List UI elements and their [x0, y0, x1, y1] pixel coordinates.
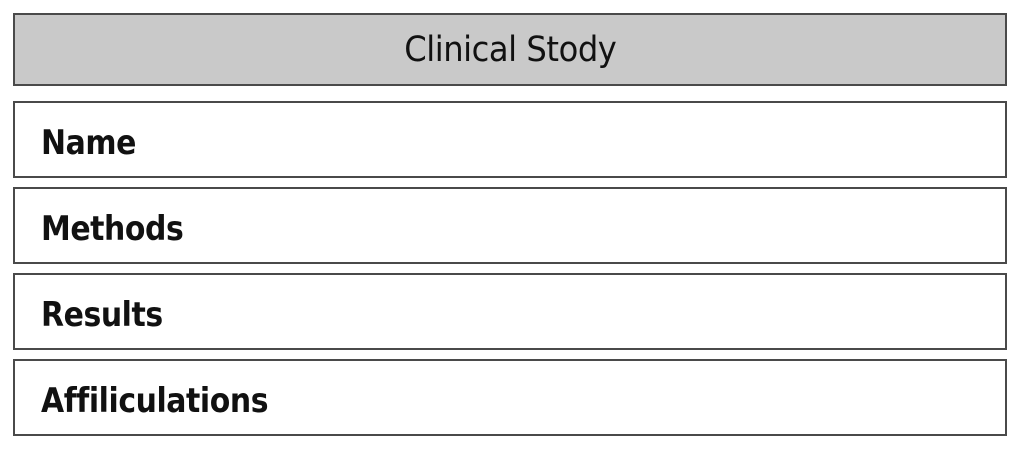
row-label-results: Results: [41, 294, 163, 335]
row-label-affiliations: Affiliculations: [41, 380, 269, 421]
row-label-methods: Methods: [41, 208, 184, 249]
table-row-affiliations: Affiliculations: [13, 359, 1007, 436]
table-row-name: Name: [13, 101, 1007, 178]
table-header: Clinical Stody: [13, 13, 1007, 86]
table-row-results: Results: [13, 273, 1007, 350]
row-label-name: Name: [41, 122, 136, 163]
table-title: Clinical Stody: [403, 29, 617, 70]
table-row-methods: Methods: [13, 187, 1007, 264]
